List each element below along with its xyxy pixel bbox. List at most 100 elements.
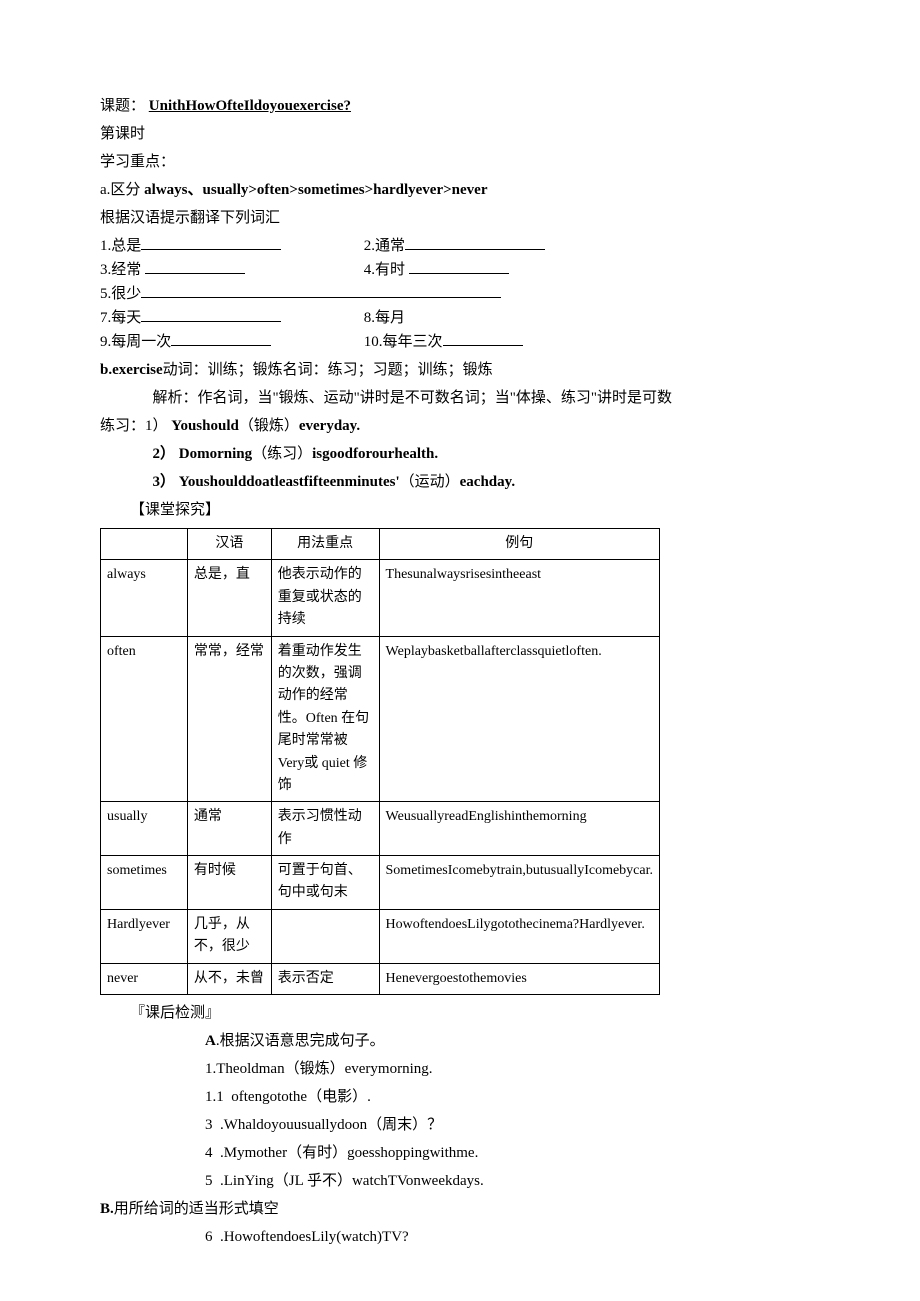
cell-cn: 几乎，从不，很少 <box>187 909 271 963</box>
vocab-label: 通常 <box>375 238 405 254</box>
cell-example: WeusuallyreadEnglishinthemorning <box>379 802 659 856</box>
vocab-num: 7. <box>100 310 111 326</box>
qa-a: .LinYing <box>220 1173 274 1189</box>
cell-word: sometimes <box>101 856 188 910</box>
vocab-block: 1.总是 2.通常 3.经常 4.有时 5.很少 7.每天 8.每月 9.每周一… <box>100 234 820 354</box>
vocab-blank[interactable] <box>141 282 501 298</box>
ex1-paren: （锻炼） <box>239 418 299 434</box>
cell-example: Henevergoestothemovies <box>379 963 659 994</box>
vocab-blank[interactable] <box>409 258 509 274</box>
vocab-blank[interactable] <box>141 234 281 250</box>
table-row: often 常常，经常 着重动作发生的次数，强调动作的经常性。Often 在句尾… <box>101 636 660 802</box>
vocab-num: 10. <box>364 334 383 350</box>
qa-item: 1.Theoldman（锻炼）everymorning. <box>100 1057 820 1081</box>
ex2-b: isgoodforourhealth. <box>312 446 438 462</box>
qb-a: .HowoftendoesLily(watch)TV? <box>220 1229 409 1245</box>
qa-paren: （JL 乎不） <box>274 1173 352 1189</box>
vocab-num: 1. <box>100 238 111 254</box>
section-a-header: A.根据汉语意思完成句子。 <box>100 1029 820 1053</box>
qa-b: . <box>367 1089 371 1105</box>
qa-a: Theoldman <box>216 1061 284 1077</box>
ex1-b: everyday. <box>299 418 360 434</box>
translate-label: 根据汉语提示翻译下列词汇 <box>100 206 820 230</box>
cell-cn: 总是，直 <box>187 560 271 636</box>
inclass-label: 【课堂探究】 <box>100 498 820 522</box>
vocab-blank[interactable] <box>145 258 245 274</box>
ex3-b: eachday. <box>460 474 515 490</box>
vocab-row: 7.每天 8.每月 <box>100 306 820 330</box>
postclass-label: 『课后检测』 <box>100 1001 820 1025</box>
qa-a: .Mymother <box>220 1145 287 1161</box>
cell-cn: 通常 <box>187 802 271 856</box>
vocab-label: 每周一次 <box>111 334 171 350</box>
cell-example: Weplaybasketballafterclassquietloften. <box>379 636 659 802</box>
vocab-item: 9.每周一次 <box>100 330 360 354</box>
qa-a: oftengotothe <box>231 1089 307 1105</box>
qa-paren: （周末） <box>367 1117 427 1133</box>
vocab-num: 2. <box>364 238 375 254</box>
vocab-blank[interactable] <box>141 306 281 322</box>
th-usage: 用法重点 <box>271 529 379 560</box>
qa-item: 3 .Whaldoyouusuallydoon（周末）？ <box>100 1113 820 1137</box>
exercise-3: 3） Youshoulddoatleastfifteenminutes'（运动）… <box>100 470 820 494</box>
table-row: always 总是，直 他表示动作的重复或状态的持续 Thesunalwaysr… <box>101 560 660 636</box>
th-cn: 汉语 <box>187 529 271 560</box>
secA-text: .根据汉语意思完成句子。 <box>216 1033 385 1049</box>
vocab-row: 1.总是 2.通常 <box>100 234 820 258</box>
qa-num: 1.1 <box>205 1089 224 1105</box>
vocab-label: 总是 <box>111 238 141 254</box>
study-point-label: 学习重点： <box>100 150 820 174</box>
cell-cn: 常常，经常 <box>187 636 271 802</box>
point-a: a.区分 always、usually>often>sometimes>hard… <box>100 178 820 202</box>
th-example: 例句 <box>379 529 659 560</box>
cell-usage <box>271 909 379 963</box>
cell-word: usually <box>101 802 188 856</box>
vocab-blank[interactable] <box>405 234 545 250</box>
secA-label: A <box>205 1033 216 1049</box>
qa-b: everymorning. <box>345 1061 433 1077</box>
point-b-analysis: 解析：作名词，当"锻炼、运动"讲时是不可数名词；当"体操、练习"讲时是可数 <box>100 386 820 410</box>
qa-num: 1. <box>205 1061 216 1077</box>
lesson-title: 课题： UnithHowOfteIldoyouexercise? <box>100 94 820 118</box>
cell-example: Thesunalwaysrisesintheeast <box>379 560 659 636</box>
vocab-blank[interactable] <box>443 330 523 346</box>
vocab-label: 经常 <box>111 262 141 278</box>
vocab-item: 8.每月 <box>364 306 405 330</box>
point-b: b.exercise动词：训练；锻炼名词：练习；习题；训练；锻炼 <box>100 358 820 382</box>
table-row: never 从不，未曾 表示否定 Henevergoestothemovies <box>101 963 660 994</box>
cell-word: often <box>101 636 188 802</box>
cell-cn: 从不，未曾 <box>187 963 271 994</box>
ex2-a: Domorning <box>179 446 252 462</box>
vocab-label: 每年三次 <box>383 334 443 350</box>
vocab-blank[interactable] <box>171 330 271 346</box>
cell-example: HowoftendoesLilygotothecinema?Hardlyever… <box>379 909 659 963</box>
ex3-a: Youshoulddoatleastfifteenminutes' <box>179 474 400 490</box>
cell-word: Hardlyever <box>101 909 188 963</box>
ex1-prefix: 1） <box>145 418 168 434</box>
secB-label: B. <box>100 1201 114 1217</box>
ex2-paren: （练习） <box>252 446 312 462</box>
point-a-prefix: a.区分 <box>100 182 144 198</box>
vocab-label: 每月 <box>375 310 405 326</box>
cell-word: always <box>101 560 188 636</box>
vocab-item: 2.通常 <box>364 234 545 258</box>
vocab-row: 5.很少 <box>100 282 820 306</box>
qa-num: 3 <box>205 1117 213 1133</box>
lesson-number: 第课时 <box>100 122 820 146</box>
vocab-num: 9. <box>100 334 111 350</box>
vocab-item: 3.经常 <box>100 258 360 282</box>
qa-num: 4 <box>205 1145 213 1161</box>
qb-item: 6 .HowoftendoesLily(watch)TV? <box>100 1225 820 1249</box>
qa-a: .Whaldoyouusuallydoon <box>220 1117 367 1133</box>
vocab-label: 每天 <box>111 310 141 326</box>
ex1-a: Youshould <box>171 418 239 434</box>
exercise-1: 练习：1） Youshould（锻炼）everyday. <box>100 414 820 438</box>
cell-usage: 表示习惯性动作 <box>271 802 379 856</box>
ex2-prefix: 2） <box>153 446 176 462</box>
grammar-table: 汉语 用法重点 例句 always 总是，直 他表示动作的重复或状态的持续 Th… <box>100 528 660 995</box>
ex3-paren: （运动） <box>400 474 460 490</box>
point-b-text: 动词：训练；锻炼名词：练习；习题；训练；锻炼 <box>163 362 493 378</box>
table-row: usually 通常 表示习惯性动作 WeusuallyreadEnglishi… <box>101 802 660 856</box>
vocab-item: 4.有时 <box>364 258 509 282</box>
qb-num: 6 <box>205 1229 213 1245</box>
